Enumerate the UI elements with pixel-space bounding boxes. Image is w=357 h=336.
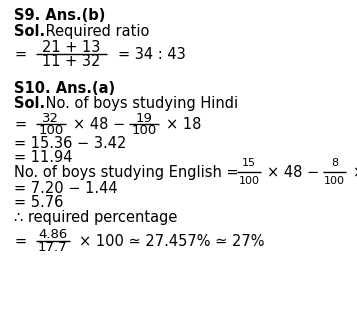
Text: 11 + 32: 11 + 32 [42,54,101,69]
Text: = 15.36 − 3.42: = 15.36 − 3.42 [14,136,127,151]
Text: S10. Ans.(a): S10. Ans.(a) [14,81,115,95]
Text: 15: 15 [242,158,256,168]
Text: =: = [14,234,26,249]
Text: ∴ required percentage: ∴ required percentage [14,210,178,225]
Text: × 100 ≃ 27.457% ≃ 27%: × 100 ≃ 27.457% ≃ 27% [79,234,264,249]
Text: =: = [14,47,26,61]
Text: × 18: × 18 [166,117,201,132]
Text: Sol.: Sol. [14,25,45,39]
Text: 100: 100 [131,124,156,137]
Text: 100: 100 [38,124,64,137]
Text: 32: 32 [42,112,59,125]
Text: 21 + 13: 21 + 13 [42,40,101,54]
Text: = 11.94: = 11.94 [14,151,73,165]
Text: 8: 8 [331,158,338,168]
Text: × 18: × 18 [353,165,357,179]
Text: 17.7: 17.7 [38,242,67,254]
Text: No. of boys studying Hindi: No. of boys studying Hindi [41,96,238,111]
Text: =: = [14,117,26,132]
Text: 4.86: 4.86 [38,228,67,241]
Text: Required ratio: Required ratio [41,25,150,39]
Text: No. of boys studying English =: No. of boys studying English = [14,165,239,179]
Text: 100: 100 [238,176,260,186]
Text: Sol.: Sol. [14,96,45,111]
Text: = 7.20 − 1.44: = 7.20 − 1.44 [14,181,118,196]
Text: 19: 19 [135,112,152,125]
Text: × 48 −: × 48 − [73,117,125,132]
Text: × 48 −: × 48 − [267,165,319,179]
Text: S9. Ans.(b): S9. Ans.(b) [14,8,106,23]
Text: = 5.76: = 5.76 [14,196,64,210]
Text: 100: 100 [324,176,345,186]
Text: = 34 : 43: = 34 : 43 [118,47,186,61]
